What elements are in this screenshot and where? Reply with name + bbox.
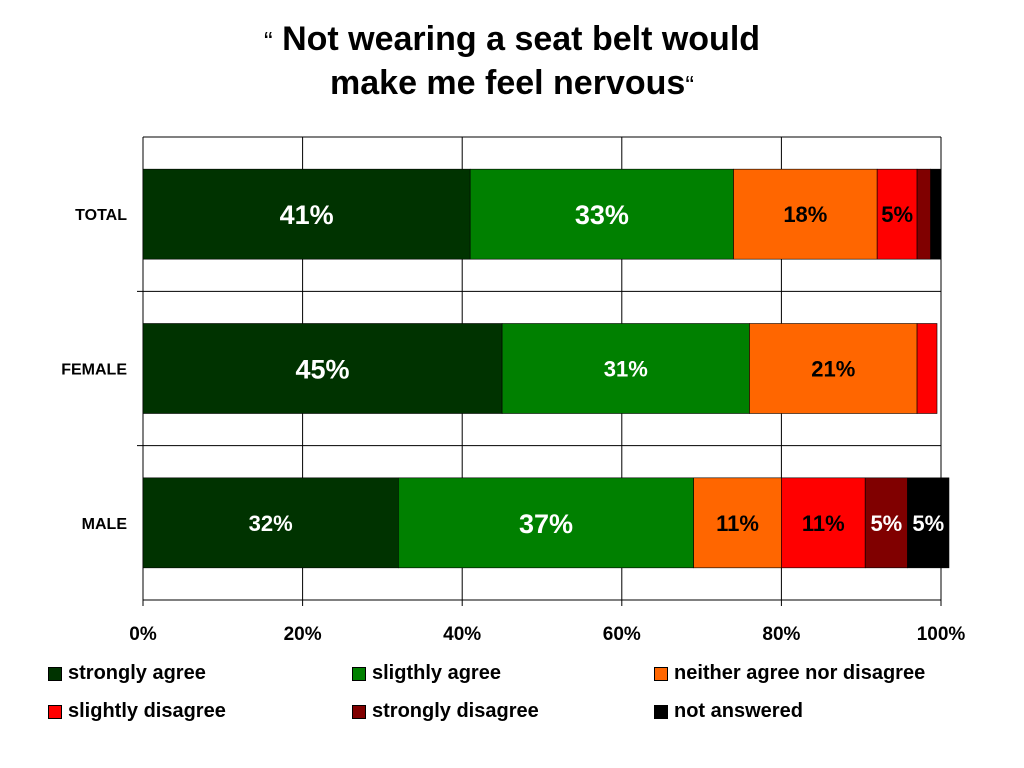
bar-segment <box>916 323 938 414</box>
legend-swatch <box>352 704 366 719</box>
legend-swatch <box>352 666 366 681</box>
legend-item: strongly disagree <box>352 700 539 723</box>
data-label: 31% <box>604 357 648 382</box>
title-open-quote: “ <box>263 26 273 56</box>
legend-label: strongly agree <box>68 662 206 684</box>
x-tick-label: 0% <box>129 624 157 645</box>
bar-segment <box>930 168 942 260</box>
data-label: 21% <box>811 357 855 382</box>
x-tick-label: 60% <box>603 624 641 645</box>
data-label: 32% <box>249 511 293 536</box>
title-line-1: Not wearing a seat belt would <box>282 20 761 58</box>
bar-segment <box>916 168 931 260</box>
bar-segment <box>501 323 750 414</box>
data-label: 5% <box>912 511 944 536</box>
stacked-bar-chart: 0% 20% 40% 60% 80% 100% TOTAL 41% 33% 18% 5% FEMALE… <box>61 136 966 645</box>
bar-segment <box>142 323 503 414</box>
title-line-2: make me feel nervous <box>330 64 686 102</box>
legend-swatch <box>48 704 62 719</box>
bar-segment <box>142 168 471 260</box>
x-tick-label: 80% <box>762 624 800 645</box>
data-label: 11% <box>802 511 845 536</box>
y-category-label: MALE <box>82 516 128 533</box>
legend-item: strongly agree <box>48 662 206 685</box>
x-tick-label: 20% <box>284 624 322 645</box>
legend-swatch <box>654 666 668 681</box>
bar-segment <box>693 477 782 569</box>
legend-label: not answered <box>674 700 803 722</box>
bar-segment <box>749 323 918 414</box>
legend-swatch <box>48 666 62 681</box>
legend-swatch <box>654 704 668 719</box>
x-tick-label: 100% <box>917 624 966 645</box>
legend-item: not answered <box>654 700 803 723</box>
data-label: 5% <box>881 202 913 227</box>
bar-segment <box>781 477 866 569</box>
legend-item: slightly disagree <box>48 700 226 723</box>
bar-segment <box>142 477 399 569</box>
legend-label: neither agree nor disagree <box>674 662 926 684</box>
data-label: 45% <box>296 355 350 385</box>
legend-label: strongly disagree <box>372 700 539 722</box>
title-close-quote: “ <box>685 70 694 100</box>
bar-segment <box>733 168 878 260</box>
bar-segment <box>876 168 918 260</box>
legend-item: neither agree nor disagree <box>654 662 925 685</box>
data-label: 5% <box>870 511 902 536</box>
bar-segment <box>864 477 908 569</box>
data-label: 18% <box>783 202 827 227</box>
chart-title: “ Not wearing a seat belt would make me … <box>0 18 1024 106</box>
data-label: 33% <box>575 200 629 230</box>
data-label: 41% <box>280 200 334 230</box>
x-tick-label: 40% <box>443 624 481 645</box>
bar-segment <box>398 477 694 569</box>
legend-label: slightly disagree <box>68 700 226 722</box>
legend-item: sligthly agree <box>352 662 501 685</box>
data-label: 11% <box>716 511 759 536</box>
bar-segment <box>469 168 734 260</box>
y-category-label: TOTAL <box>75 207 127 224</box>
bar-segment <box>907 477 950 569</box>
y-category-label: FEMALE <box>61 362 127 379</box>
data-label: 37% <box>519 509 573 539</box>
legend-label: sligthly agree <box>372 662 501 684</box>
